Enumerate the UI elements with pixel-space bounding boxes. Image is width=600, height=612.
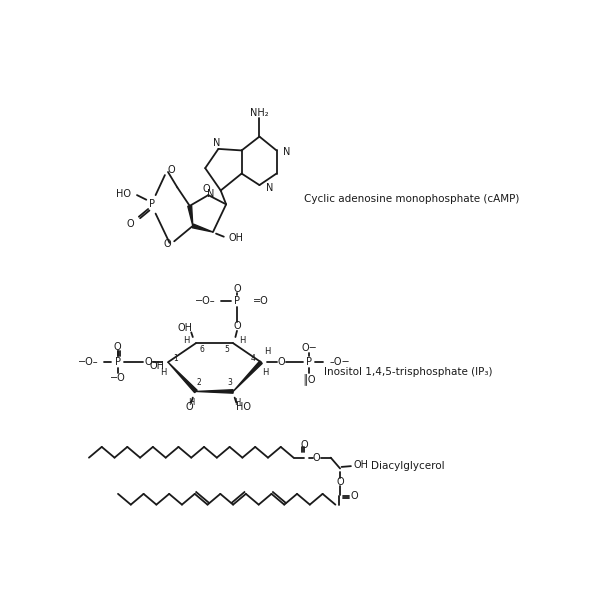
Text: O: O [163, 239, 171, 249]
Text: O: O [203, 184, 211, 194]
Text: –O−: –O− [329, 357, 350, 367]
Text: 2: 2 [197, 378, 202, 387]
Text: P: P [306, 357, 312, 367]
Polygon shape [188, 206, 193, 226]
Text: =O: =O [253, 296, 268, 306]
Text: HO: HO [116, 188, 131, 198]
Text: H: H [184, 335, 190, 345]
Text: 3: 3 [227, 378, 232, 387]
Text: O: O [301, 441, 308, 450]
Text: Inositol 1,4,5-trisphosphate (IP₃): Inositol 1,4,5-trisphosphate (IP₃) [324, 367, 493, 377]
Text: P: P [115, 357, 121, 367]
Text: −O–: −O– [194, 296, 215, 306]
Text: H: H [160, 368, 167, 378]
Text: O: O [336, 477, 344, 487]
Text: O: O [144, 357, 152, 367]
Text: −O: −O [110, 373, 125, 382]
Text: OH: OH [178, 323, 193, 333]
Text: Cyclic adenosine monophosphate (cAMP): Cyclic adenosine monophosphate (cAMP) [304, 194, 520, 204]
Text: OH: OH [150, 361, 165, 371]
Text: H: H [235, 398, 241, 407]
Text: HO: HO [236, 402, 251, 412]
Text: H: H [188, 398, 194, 407]
Text: H: H [264, 347, 271, 356]
Text: P: P [149, 200, 155, 209]
Text: O: O [167, 165, 175, 176]
Text: O: O [277, 357, 285, 367]
Text: O: O [126, 219, 134, 230]
Text: OH: OH [354, 460, 369, 471]
Text: −O–: −O– [79, 357, 99, 367]
Polygon shape [168, 362, 197, 393]
Text: O: O [233, 283, 241, 294]
Text: O: O [233, 321, 241, 331]
Text: ║O: ║O [302, 373, 316, 385]
Text: H: H [239, 335, 245, 345]
Text: OH: OH [229, 233, 244, 243]
Polygon shape [196, 390, 233, 393]
Text: N: N [266, 183, 273, 193]
Text: Diacylglycerol: Diacylglycerol [371, 461, 445, 471]
Polygon shape [192, 224, 213, 232]
Text: H: H [262, 368, 269, 378]
Text: 5: 5 [224, 345, 229, 354]
Text: N: N [213, 138, 221, 147]
Text: P: P [234, 296, 240, 306]
Text: 6: 6 [200, 345, 205, 354]
Text: 1: 1 [173, 354, 178, 363]
Text: N: N [283, 147, 290, 157]
Text: O−: O− [301, 343, 317, 353]
Polygon shape [233, 361, 262, 392]
Text: NH₂: NH₂ [250, 108, 269, 119]
Text: O: O [351, 491, 359, 501]
Text: O: O [186, 402, 194, 412]
Text: 4: 4 [251, 354, 256, 363]
Text: O: O [114, 341, 121, 352]
Text: N: N [207, 188, 215, 198]
Text: O: O [313, 453, 320, 463]
